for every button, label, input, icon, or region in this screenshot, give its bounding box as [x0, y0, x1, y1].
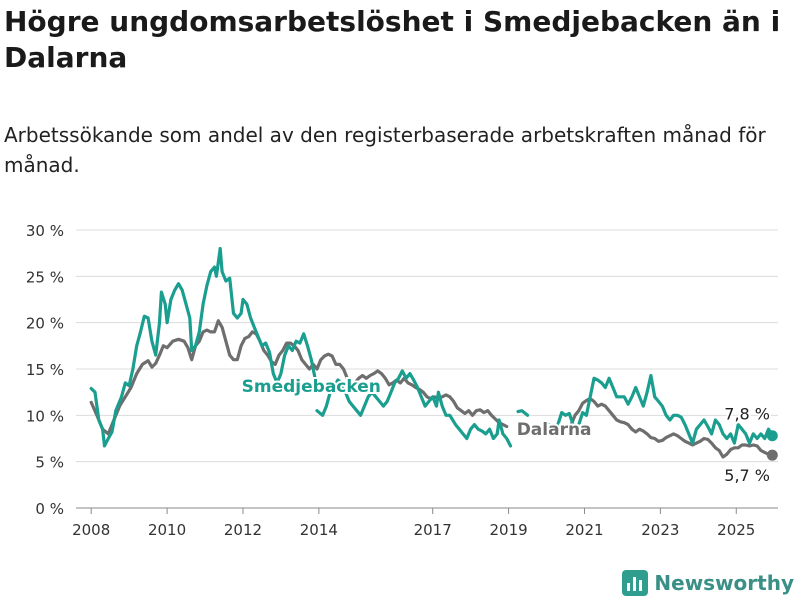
- newsworthy-logo[interactable]: Newsworthy: [622, 570, 794, 596]
- series-line-smedjebacken: [577, 373, 774, 445]
- series-line-smedjebacken: [516, 409, 530, 417]
- brand-name: Newsworthy: [654, 571, 794, 595]
- y-tick-label: 0 %: [35, 500, 64, 518]
- x-tick-label: 2019: [489, 521, 527, 539]
- x-tick-label: 2017: [414, 521, 452, 539]
- series-line-dalarna: [569, 397, 774, 459]
- series-line-smedjebacken: [315, 369, 513, 448]
- x-axis: 2008 2010 2012 2014 2017 2019 2021 2023 2025: [72, 508, 755, 539]
- y-tick-label: 20 %: [26, 315, 64, 333]
- chart-subtitle: Arbetssökande som andel av den registerb…: [4, 123, 766, 177]
- series-line-smedjebacken: [539, 423, 554, 436]
- series-line-smedjebacken: [89, 246, 321, 448]
- bar-chart-icon: [622, 570, 649, 596]
- y-tick-label: 15 %: [26, 361, 64, 379]
- series-line-smedjebacken: [556, 411, 575, 427]
- end-label-smedjebacken: 7,8 %: [724, 405, 770, 424]
- y-tick-label: 25 %: [26, 268, 64, 286]
- x-tick-label: 2012: [224, 521, 262, 539]
- series-lines: [89, 246, 778, 461]
- y-tick-label: 5 %: [35, 454, 64, 472]
- x-tick-label: 2023: [641, 521, 679, 539]
- x-tick-label: 2010: [148, 521, 186, 539]
- series-labels: Smedjebacken 7,8 % Dalarna 5,7 %: [240, 375, 772, 487]
- x-tick-label: 2008: [72, 521, 110, 539]
- y-tick-label: 30 %: [26, 222, 64, 240]
- end-point-smedjebacken: [766, 430, 778, 442]
- series-label-smedjebacken: Smedjebacken: [242, 377, 381, 397]
- y-tick-label: 10 %: [26, 407, 64, 425]
- end-point-dalarna: [766, 449, 778, 461]
- chart-title: Högre ungdomsarbetslöshet i Smedjebacken…: [4, 5, 781, 74]
- y-axis: 0 % 5 % 10 % 15 % 20 % 25 % 30 %: [26, 222, 64, 518]
- end-label-dalarna: 5,7 %: [724, 466, 770, 485]
- series-label-dalarna: Dalarna: [517, 420, 592, 440]
- x-tick-label: 2025: [717, 521, 755, 539]
- grid-lines: [76, 229, 778, 509]
- x-tick-label: 2014: [300, 521, 338, 539]
- x-tick-label: 2021: [565, 521, 603, 539]
